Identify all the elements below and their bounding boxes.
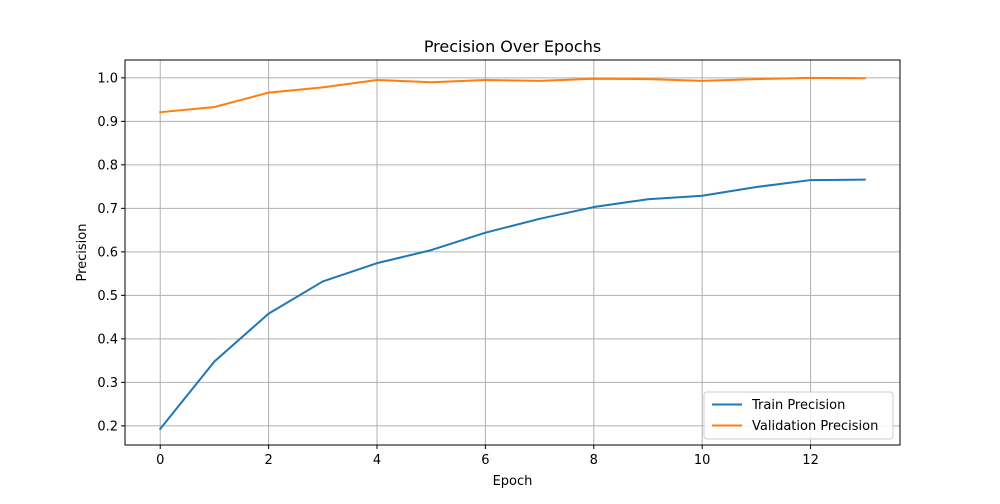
legend-label-validation-precision: Validation Precision [752, 419, 878, 434]
chart-title: Precision Over Epochs [424, 37, 601, 56]
x-tick-label: 12 [802, 453, 819, 468]
x-tick-label: 10 [694, 453, 711, 468]
y-tick-label: 0.2 [97, 419, 118, 434]
x-tick-label: 4 [373, 453, 381, 468]
y-tick-label: 0.7 [97, 202, 118, 217]
series-line-train-precision [158, 178, 866, 431]
y-tick-label: 0.9 [97, 115, 118, 130]
x-tick-label: 8 [590, 453, 598, 468]
y-tick-label: 0.6 [97, 245, 118, 260]
plot-frame [124, 59, 901, 446]
y-axis-label: Precision [75, 223, 90, 281]
series-line-validation-precision [159, 76, 866, 114]
y-tick-label: 1.0 [97, 71, 118, 86]
series-lines [158, 76, 866, 431]
legend: Train Precision Validation Precision [703, 391, 894, 440]
x-axis-label: Epoch [493, 474, 533, 489]
x-tick-label: 6 [481, 453, 489, 468]
legend-label-train-precision: Train Precision [751, 398, 845, 413]
grid [125, 60, 900, 445]
y-tick-label: 0.5 [97, 289, 118, 304]
x-tick-label: 2 [264, 453, 272, 468]
y-tick-label: 0.8 [97, 158, 118, 173]
y-tick-label: 0.4 [97, 332, 118, 347]
x-tick-label: 0 [156, 453, 164, 468]
y-tick-label: 0.3 [97, 376, 118, 391]
legend-box [703, 391, 894, 440]
axis-ticks: 0 2 4 6 8 10 12 0.2 0.3 0.4 0.5 0.6 0.7 0.8 0.9 1.0 [97, 71, 819, 468]
